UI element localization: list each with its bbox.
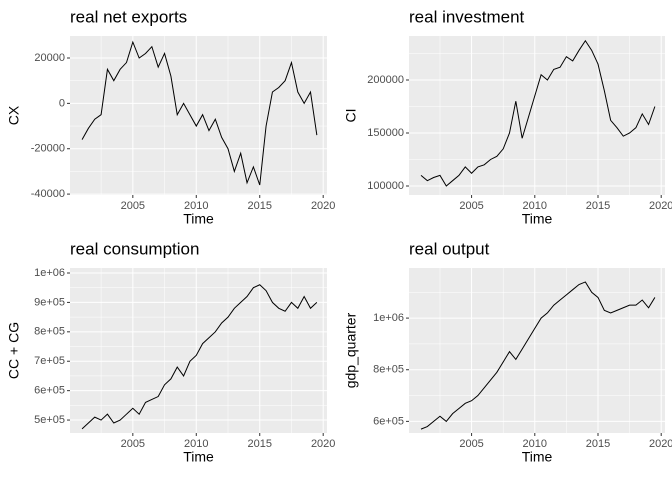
y-tick-label: -20000 xyxy=(31,143,65,155)
y-axis-title: CC + CG xyxy=(6,322,22,379)
plot-panel xyxy=(409,268,665,433)
x-tick-label: 2005 xyxy=(459,200,483,212)
x-tick-label: 2020 xyxy=(311,200,335,212)
y-tick-label: 100000 xyxy=(367,180,404,192)
y-tick-label: 1e+06 xyxy=(373,312,404,324)
chart-title: real output xyxy=(409,239,490,258)
y-axis-title: CX xyxy=(6,105,22,125)
data-line xyxy=(81,40,318,186)
x-tick-label: 2015 xyxy=(586,438,610,450)
x-tick-label: 2010 xyxy=(184,200,208,212)
x-tick-label: 2015 xyxy=(247,200,271,212)
chart-title: real investment xyxy=(409,7,525,26)
x-tick-label: 2010 xyxy=(184,438,208,450)
data-line xyxy=(420,281,656,430)
y-tick-label: 9e+05 xyxy=(34,296,65,308)
y-tick-label: -40000 xyxy=(31,188,65,200)
plot-panel xyxy=(409,36,665,195)
y-tick-label: 1e+06 xyxy=(34,267,65,279)
x-tick-label: 2020 xyxy=(311,438,335,450)
chart-title: real consumption xyxy=(70,239,199,258)
y-tick-label: 5e+05 xyxy=(34,414,65,426)
x-tick-label: 2005 xyxy=(121,200,145,212)
x-tick-label: 2015 xyxy=(586,200,610,212)
data-line xyxy=(420,39,656,187)
y-axis-title: CI xyxy=(343,109,359,123)
x-axis-title: Time xyxy=(183,211,214,227)
y-tick-label: 6e+05 xyxy=(373,415,404,427)
x-tick-label: 2020 xyxy=(649,200,672,212)
y-tick-label: 20000 xyxy=(34,52,65,64)
y-tick-label: 200000 xyxy=(367,74,404,86)
x-tick-label: 2015 xyxy=(247,438,271,450)
x-tick-label: 2010 xyxy=(523,438,547,450)
y-tick-label: 150000 xyxy=(367,127,404,139)
y-tick-label: 0 xyxy=(59,97,65,109)
y-tick-label: 6e+05 xyxy=(34,385,65,397)
data-line xyxy=(81,284,318,430)
x-tick-label: 2005 xyxy=(459,438,483,450)
x-axis-title: Time xyxy=(522,449,553,465)
x-tick-label: 2020 xyxy=(649,438,672,450)
plot-panel xyxy=(70,36,327,195)
x-axis-title: Time xyxy=(522,211,553,227)
y-tick-label: 7e+05 xyxy=(34,355,65,367)
x-tick-label: 2010 xyxy=(523,200,547,212)
y-axis-title: gdp_quarter xyxy=(343,312,359,388)
x-axis-title: Time xyxy=(183,449,214,465)
x-tick-label: 2005 xyxy=(121,438,145,450)
chart-title: real net exports xyxy=(70,7,187,26)
y-tick-label: 8e+05 xyxy=(373,364,404,376)
y-tick-label: 8e+05 xyxy=(34,326,65,338)
